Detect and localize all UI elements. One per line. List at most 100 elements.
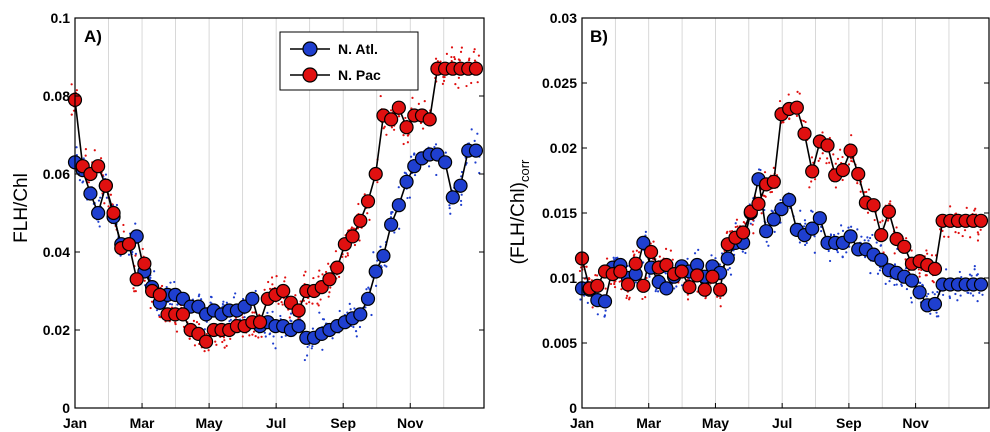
- panel-b-scatter-point-n-atl: [596, 313, 599, 316]
- panel-a-scatter-point-n-atl: [433, 146, 436, 149]
- panel-b-scatter-point-n-pac: [965, 206, 968, 209]
- panel-b-scatter-point-n-atl: [876, 272, 880, 275]
- panel-a-scatter-point-n-atl: [353, 307, 356, 310]
- panel-a-scatter-point-n-atl: [97, 220, 100, 223]
- panel-b-scatter-point-n-atl: [936, 290, 939, 294]
- panel-b-scatter-point-n-pac: [949, 205, 952, 208]
- panel-b-scatter-point-n-atl: [976, 273, 979, 276]
- panel-b-ytick-label: 0.01: [550, 270, 577, 286]
- panel-b-scatter-point-n-pac: [802, 119, 805, 123]
- panel-b-ylabel-main: (FLH/Chl): [508, 182, 529, 264]
- panel-a-scatter-point-n-pac: [294, 294, 297, 297]
- panel-b-scatter-point-n-pac: [632, 254, 635, 258]
- panel-a-scatter-point-n-atl: [434, 143, 438, 146]
- panel-b-scatter-point-n-pac: [849, 157, 853, 160]
- panel-b-scatter-point-n-atl: [841, 255, 844, 258]
- panel-a-scatter-point-n-pac: [477, 54, 481, 57]
- panel-a-ytick-label: 0: [62, 400, 70, 416]
- panel-b-scatter-point-n-atl: [884, 282, 887, 286]
- panel-a-scatter-point-n-atl: [435, 173, 438, 177]
- panel-a-scatter-point-n-atl: [310, 347, 313, 350]
- panel-b-scatter-point-n-pac: [821, 152, 824, 155]
- panel-b-marker-n-pac: [705, 269, 720, 284]
- panel-a-scatter-point-n-atl: [266, 311, 269, 314]
- panel-a-scatter-point-n-pac: [423, 99, 426, 103]
- panel-b-scatter-point-n-atl: [586, 301, 589, 305]
- panel-a-scatter-point-n-atl: [153, 270, 156, 273]
- panel-b-scatter-point-n-pac: [977, 233, 980, 236]
- panel-a-scatter-point-n-pac: [270, 276, 274, 279]
- panel-a-scatter-point-n-pac: [467, 58, 471, 62]
- panel-b-scatter-point-n-pac: [926, 252, 929, 255]
- panel-b-scatter-point-n-atl: [767, 244, 770, 247]
- panel-b-scatter-point-n-atl: [837, 232, 840, 235]
- panel-b-marker-n-pac: [643, 244, 659, 260]
- panel-b-scatter-point-n-atl: [871, 233, 874, 237]
- panel-a-scatter-point-n-pac: [459, 50, 463, 53]
- panel-a-scatter-point-n-atl: [365, 288, 368, 291]
- panel-a-scatter-point-n-atl: [390, 212, 393, 215]
- panel-a-scatter-point-n-pac: [175, 330, 179, 333]
- panel-b-scatter-point-n-atl: [860, 235, 863, 238]
- panel-b-scatter-point-n-pac: [973, 209, 976, 212]
- panel-a-scatter-point-n-pac: [87, 181, 90, 184]
- panel-b-scatter-point-n-pac: [947, 235, 950, 238]
- panel-a-scatter-point-n-pac: [357, 202, 360, 206]
- panel-b-scatter-point-n-pac: [888, 202, 891, 205]
- panel-b-scatter-point-n-pac: [625, 296, 628, 300]
- panel-b-scatter-point-n-atl: [864, 256, 867, 259]
- panel-b-marker-n-pac: [851, 166, 866, 182]
- panel-b-scatter-point-n-pac: [979, 228, 982, 231]
- panel-a-scatter-point-n-atl: [209, 295, 213, 298]
- panel-b-scatter-point-n-pac: [778, 99, 782, 103]
- panel-a-scatter-point-n-pac: [312, 276, 315, 280]
- panel-b-scatter-point-n-atl: [656, 290, 660, 293]
- panel-a-marker-n-atl: [438, 155, 453, 170]
- panel-a-scatter-point-n-atl: [409, 155, 413, 158]
- panel-a-marker-n-pac: [368, 166, 383, 182]
- panel-b-scatter-point-n-atl: [673, 287, 676, 290]
- panel-b-scatter-point-n-pac: [635, 249, 638, 252]
- panel-b-scatter-point-n-atl: [973, 268, 976, 271]
- panel-b-scatter-point-n-pac: [725, 231, 728, 235]
- panel-a-marker-n-pac: [152, 287, 167, 302]
- panel-b-scatter-point-n-atl: [960, 275, 963, 279]
- panel-a-scatter-point-n-atl: [408, 196, 411, 199]
- panel-b-scatter-point-n-pac: [931, 279, 934, 283]
- panel-a-scatter-point-n-pac: [197, 323, 201, 326]
- panel-b-scatter-point-n-pac: [918, 272, 921, 275]
- panel-b-scatter-point-n-atl: [900, 284, 904, 287]
- panel-a-scatter-point-n-atl: [306, 354, 309, 357]
- panel-a-scatter-point-n-atl: [358, 325, 362, 329]
- panel-b-scatter-point-n-atl: [693, 252, 697, 255]
- panel-b-marker-n-pac: [766, 174, 781, 189]
- panel-b-scatter-point-n-pac: [664, 247, 668, 250]
- panel-b-scatter-point-n-atl: [879, 244, 882, 247]
- panel-b-ytick-label: 0.02: [550, 140, 577, 156]
- panel-b-scatter-point-n-pac: [625, 294, 629, 297]
- panel-a-scatter-point-n-atl: [169, 281, 172, 284]
- panel-b-scatter-point-n-atl: [675, 285, 678, 288]
- panel-b-scatter-point-n-pac: [669, 249, 672, 252]
- panel-b-marker-n-pac: [805, 164, 820, 179]
- panel-a-scatter-point-n-pac: [257, 336, 260, 339]
- panel-a-scatter-point-n-pac: [260, 335, 263, 338]
- panel-a-scatter-point-n-atl: [352, 325, 355, 329]
- panel-a-scatter-point-n-pac: [134, 290, 137, 293]
- panel-a-scatter-point-n-atl: [280, 335, 283, 339]
- panel-a-marker-n-atl: [391, 198, 406, 213]
- panel-a-scatter-point-n-pac: [442, 79, 446, 83]
- panel-b-scatter-point-n-atl: [942, 293, 945, 297]
- panel-a-scatter-point-n-pac: [268, 287, 272, 290]
- panel-a-marker-n-pac: [137, 256, 152, 271]
- panel-a-scatter-point-n-atl: [397, 186, 400, 189]
- panel-a-scatter-point-n-pac: [122, 223, 125, 227]
- panel-a-xtick-label: Mar: [130, 415, 155, 431]
- panel-a-scatter-point-n-atl: [379, 245, 382, 248]
- panel-b-scatter-point-n-pac: [963, 229, 967, 232]
- panel-a-scatter-point-n-pac: [376, 181, 379, 184]
- panel-a-scatter-point-n-atl: [105, 196, 108, 199]
- panel-a-scatter-point-n-pac: [417, 102, 420, 105]
- panel-a-scatter-point-n-pac: [316, 302, 319, 305]
- panel-a-scatter-point-n-atl: [115, 203, 119, 207]
